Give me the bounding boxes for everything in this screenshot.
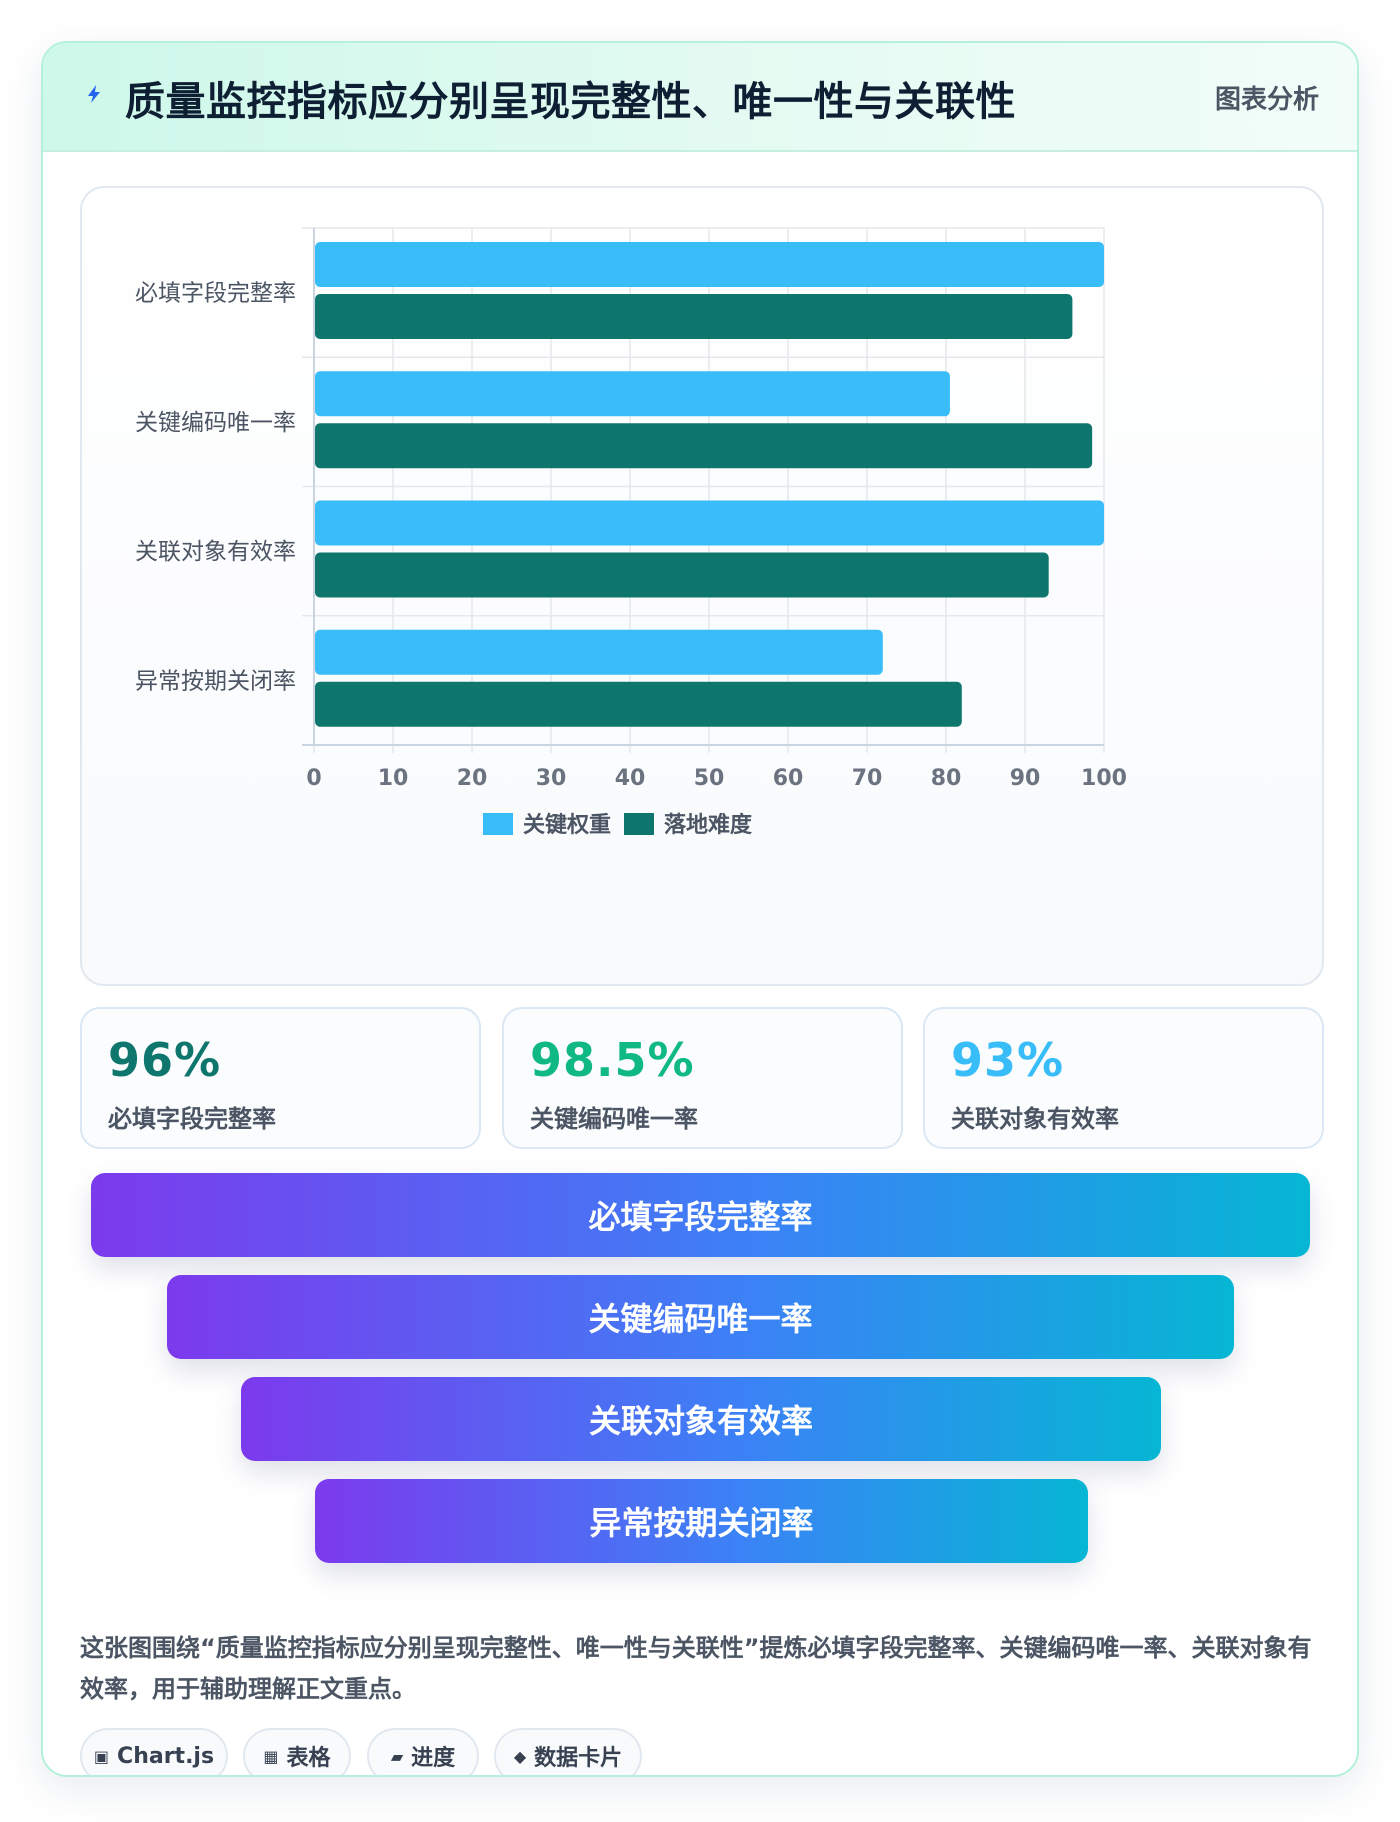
bar-difficulty [315, 423, 1093, 469]
y-tick-label: 关联对象有效率 [135, 539, 296, 565]
stat-value: 93% [951, 1033, 1065, 1087]
chip-table[interactable]: ▦ 表格 [243, 1728, 351, 1775]
bar-key-weight [315, 500, 1104, 546]
diamond-icon: ◆ [513, 1746, 527, 1766]
chart-icon: ▣ [93, 1746, 110, 1766]
chip-label: Chart.js [117, 1743, 215, 1769]
progress-icon: ▰ [390, 1746, 404, 1766]
x-tick-label: 20 [457, 766, 488, 791]
funnel-step: 关键编码唯一率 [167, 1275, 1234, 1359]
bar-difficulty [315, 552, 1049, 598]
chart-description: 这张图围绕“质量监控指标应分别呈现完整性、唯一性与关联性”提炼必填字段完整率、关… [80, 1634, 1312, 1703]
x-tick-label: 10 [378, 766, 409, 791]
stat-card: 93% 关联对象有效率 [923, 1007, 1324, 1149]
bar-key-weight [315, 629, 883, 675]
legend-swatch [624, 813, 654, 835]
chip-progress[interactable]: ▰ 进度 [367, 1728, 479, 1775]
stat-label: 必填字段完整率 [108, 1105, 276, 1133]
stat-card: 98.5% 关键编码唯一率 [502, 1007, 903, 1149]
y-tick-label: 关键编码唯一率 [135, 410, 296, 436]
stat-label: 关键编码唯一率 [530, 1105, 698, 1133]
stat-card: 96% 必填字段完整率 [80, 1007, 481, 1149]
funnel-step: 必填字段完整率 [91, 1173, 1310, 1257]
bar-key-weight [315, 242, 1104, 287]
main-card: 质量监控指标应分别呈现完整性、唯一性与关联性 图表分析 0 10 20 30 40 50 6… [41, 41, 1359, 1777]
chip-chartjs[interactable]: ▣ Chart.js [80, 1728, 228, 1775]
bar-difficulty [315, 681, 962, 727]
chart-container: 0 10 20 30 40 50 60 70 80 90 100 必填字段完整率 关键编码唯一率 关联对象… [80, 186, 1324, 986]
bar-key-weight [315, 371, 950, 417]
chip-data-card[interactable]: ◆ 数据卡片 [494, 1728, 642, 1775]
legend-label: 落地难度 [664, 812, 753, 838]
x-tick-label: 90 [1010, 766, 1041, 791]
chip-label: 进度 [411, 1746, 456, 1771]
chart-analysis-tag: 图表分析 [1214, 85, 1319, 115]
y-tick-label: 必填字段完整率 [135, 281, 296, 307]
x-tick-label: 60 [773, 766, 804, 791]
stat-cards: 96% 必填字段完整率 98.5% 关键编码唯一率 93% 关联对象有效率 [80, 1007, 1324, 1151]
bar-chart: 0 10 20 30 40 50 60 70 80 90 100 必填字段完整率关键编码唯一率关联对象… [135, 227, 1127, 838]
legend-swatch [483, 813, 513, 835]
x-tick-label: 100 [1081, 766, 1127, 791]
chip-label: 表格 [286, 1746, 331, 1771]
x-tick-label: 80 [931, 766, 962, 791]
table-icon: ▦ [263, 1746, 279, 1766]
x-tick-label: 40 [615, 766, 646, 791]
x-tick-label: 50 [694, 766, 725, 791]
x-tick-label: 30 [536, 766, 567, 791]
chip-label: 数据卡片 [534, 1746, 623, 1771]
stat-value: 96% [108, 1033, 222, 1087]
y-tick-label: 异常按期关闭率 [135, 668, 296, 694]
legend-label: 关键权重 [523, 812, 611, 838]
card-header: 质量监控指标应分别呈现完整性、唯一性与关联性 图表分析 [43, 43, 1357, 152]
funnel-step: 异常按期关闭率 [315, 1479, 1088, 1563]
x-tick-label: 70 [852, 766, 883, 791]
page-title: 质量监控指标应分别呈现完整性、唯一性与关联性 [125, 79, 1016, 125]
funnel-step: 关联对象有效率 [241, 1377, 1161, 1461]
bar-difficulty [315, 294, 1073, 339]
x-tick-label: 0 [306, 766, 321, 791]
lightning-icon [88, 85, 100, 103]
stat-value: 98.5% [530, 1033, 695, 1087]
stat-label: 关联对象有效率 [951, 1105, 1119, 1133]
